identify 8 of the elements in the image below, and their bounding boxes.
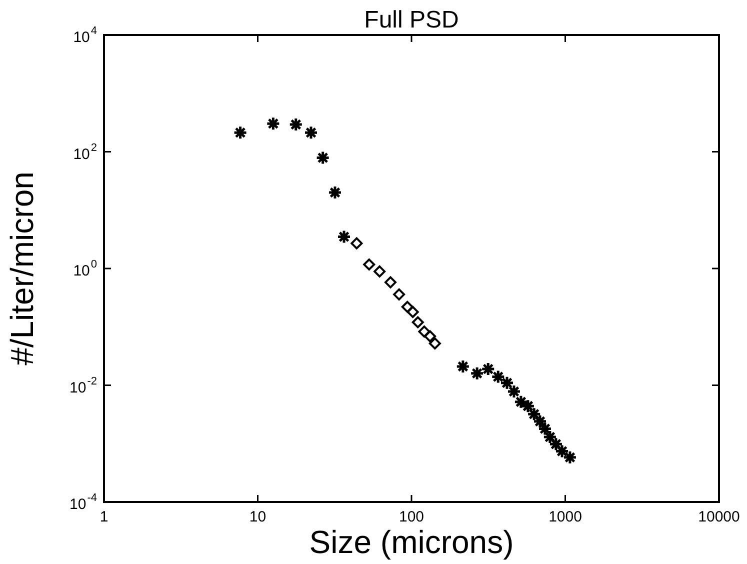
x-tick-label: 100 — [398, 508, 424, 526]
x-tick-label: 10 — [249, 508, 266, 526]
chart-title: Full PSD — [364, 6, 459, 34]
y-axis-title: #/Liter/micron — [4, 172, 40, 366]
x-tick-label: 1000 — [548, 508, 582, 526]
x-tick-label: 10000 — [698, 508, 740, 526]
x-axis-title: Size (microns) — [309, 524, 514, 560]
x-tick-label: 1 — [100, 508, 108, 526]
